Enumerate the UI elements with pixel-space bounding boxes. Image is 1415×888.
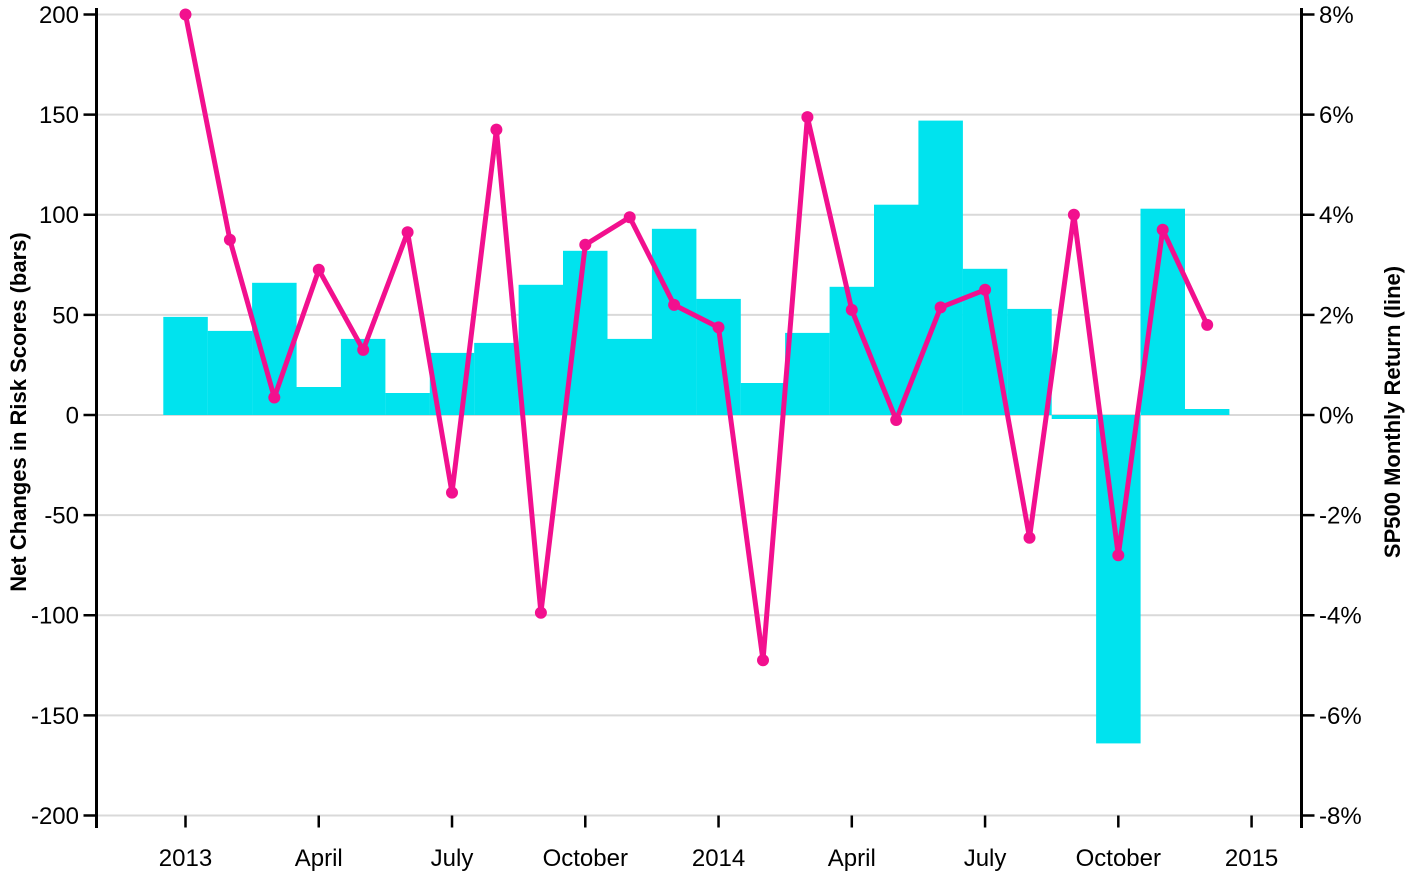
marker-jun-2013 [401,226,414,239]
right-axis-title: SP500 Monthly Return (line) [1380,266,1405,558]
marker-nov-2013 [623,211,636,224]
marker-dec-2013 [668,298,681,311]
marker-oct-2013 [579,238,592,251]
marker-jul-2014 [979,283,992,296]
bar-feb-2014 [740,383,786,415]
marker-mar-2013 [268,391,281,404]
right-tick-label-4: 4% [1319,202,1354,229]
x-tick-label-2014: 2014 [692,845,745,872]
left-tick-label-150: 150 [39,102,79,129]
bar-jun-2014 [918,120,963,415]
left-tick-label-100: 100 [39,202,79,229]
line-series [179,8,1214,667]
right-tick-label-6: 6% [1319,102,1354,129]
x-tick-label-April: April [828,845,876,872]
right-tick-label--6: -6% [1319,703,1362,730]
marker-jan-2014 [712,321,725,334]
bar-aug-2013 [474,342,519,415]
sp500-return-line [183,12,1210,663]
x-tick-label-October: October [543,845,628,872]
bar-series [163,120,1230,744]
marker-dec-2014 [1201,318,1214,331]
tick-labels: 200 150 100 50 0 -50 -100 -150 -200 8% 6% 4% 2% 0% -2%… [31,2,1362,872]
x-tick-label-October: October [1076,845,1161,872]
marker-feb-2013 [223,233,236,246]
left-tick-label-0: 0 [66,402,79,429]
bar-oct-2014 [1096,415,1141,744]
marker-apr-2014 [845,303,858,316]
bar-jan-2014 [696,298,741,415]
marker-sep-2014 [1067,208,1080,221]
x-tick-label-2013: 2013 [159,845,212,872]
right-tick-label-2: 2% [1319,302,1354,329]
x-tick-label-April: April [295,845,343,872]
bar-aug-2014 [1007,308,1052,415]
bar-dec-2013 [651,228,697,415]
bar-nov-2013 [607,338,652,415]
right-tick-label-0: 0% [1319,402,1354,429]
right-tick-label-8: 8% [1319,2,1354,29]
marker-may-2014 [890,414,903,426]
right-tick-label--2: -2% [1319,503,1362,530]
left-tick-label-50: 50 [52,302,79,329]
left-tick-label--100: -100 [31,603,79,630]
bar-feb-2013 [207,330,253,415]
marker-jul-2013 [446,486,458,499]
marker-aug-2013 [490,123,503,136]
left-axis-title: Net Changes in Risk Scores (bars) [6,232,31,591]
marker-aug-2014 [1023,531,1036,544]
marker-may-2013 [357,343,370,356]
left-tick-label-200: 200 [39,2,79,29]
marker-jan-2013 [179,8,192,21]
bar-dec-2014 [1184,409,1230,415]
x-tick-label-July: July [431,845,474,872]
x-tick-label-2015: 2015 [1225,845,1278,872]
left-tick-label--200: -200 [31,803,79,830]
marker-oct-2014 [1112,549,1125,562]
bar-apr-2013 [296,387,341,415]
marker-feb-2014 [757,654,769,667]
marker-sep-2013 [534,606,547,619]
left-tick-label--50: -50 [44,503,79,530]
marker-apr-2013 [312,263,325,276]
bar-sep-2013 [518,284,564,415]
right-tick-label--8: -8% [1319,803,1362,830]
marker-nov-2014 [1156,223,1169,236]
left-tick-label--150: -150 [31,703,79,730]
bar-jan-2013 [163,316,208,415]
bar-sep-2014 [1051,415,1097,419]
marker-mar-2014 [801,111,814,124]
bar-jun-2013 [385,393,430,415]
bar-mar-2014 [785,332,830,415]
x-tick-label-July: July [964,845,1007,872]
marker-jun-2014 [934,301,947,314]
right-tick-label--4: -4% [1319,603,1362,630]
axes [83,8,1315,828]
